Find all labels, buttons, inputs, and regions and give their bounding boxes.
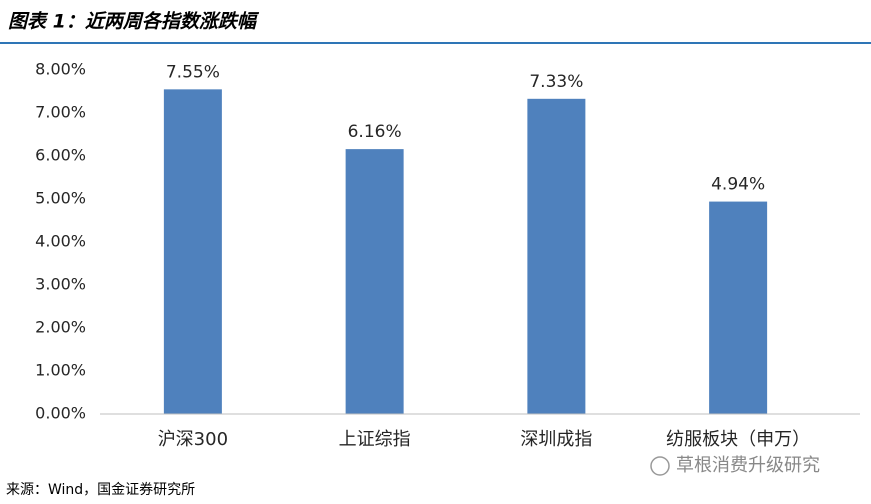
data-label: 7.55% [166, 62, 220, 82]
chart-title: 图表 1：近两周各指数涨跌幅 [8, 11, 260, 33]
bar [527, 98, 586, 414]
watermark: 草根消费升级研究 [676, 455, 820, 476]
source-note: 来源：Wind，国金证券研究所 [6, 482, 195, 498]
y-tick-label: 6.00% [35, 146, 86, 165]
y-tick-label: 8.00% [35, 60, 86, 79]
bar [709, 201, 768, 414]
bar [345, 149, 404, 414]
y-tick-label: 3.00% [35, 275, 86, 294]
x-tick-label: 上证综指 [339, 429, 411, 450]
x-tick-label: 深圳成指 [520, 429, 592, 450]
data-label: 7.33% [529, 72, 583, 92]
bar [163, 89, 222, 414]
x-tick-label: 沪深300 [158, 429, 228, 450]
data-label: 4.94% [711, 175, 765, 195]
y-tick-label: 1.00% [35, 361, 86, 380]
watermark-icon [650, 456, 670, 476]
y-tick-label: 7.00% [35, 103, 86, 122]
y-tick-label: 2.00% [35, 318, 86, 337]
y-tick-label: 0.00% [35, 404, 86, 423]
y-tick-label: 5.00% [35, 189, 86, 208]
y-tick-label: 4.00% [35, 232, 86, 251]
data-label: 6.16% [348, 122, 402, 142]
x-tick-label: 纺服板块（申万） [666, 429, 810, 450]
